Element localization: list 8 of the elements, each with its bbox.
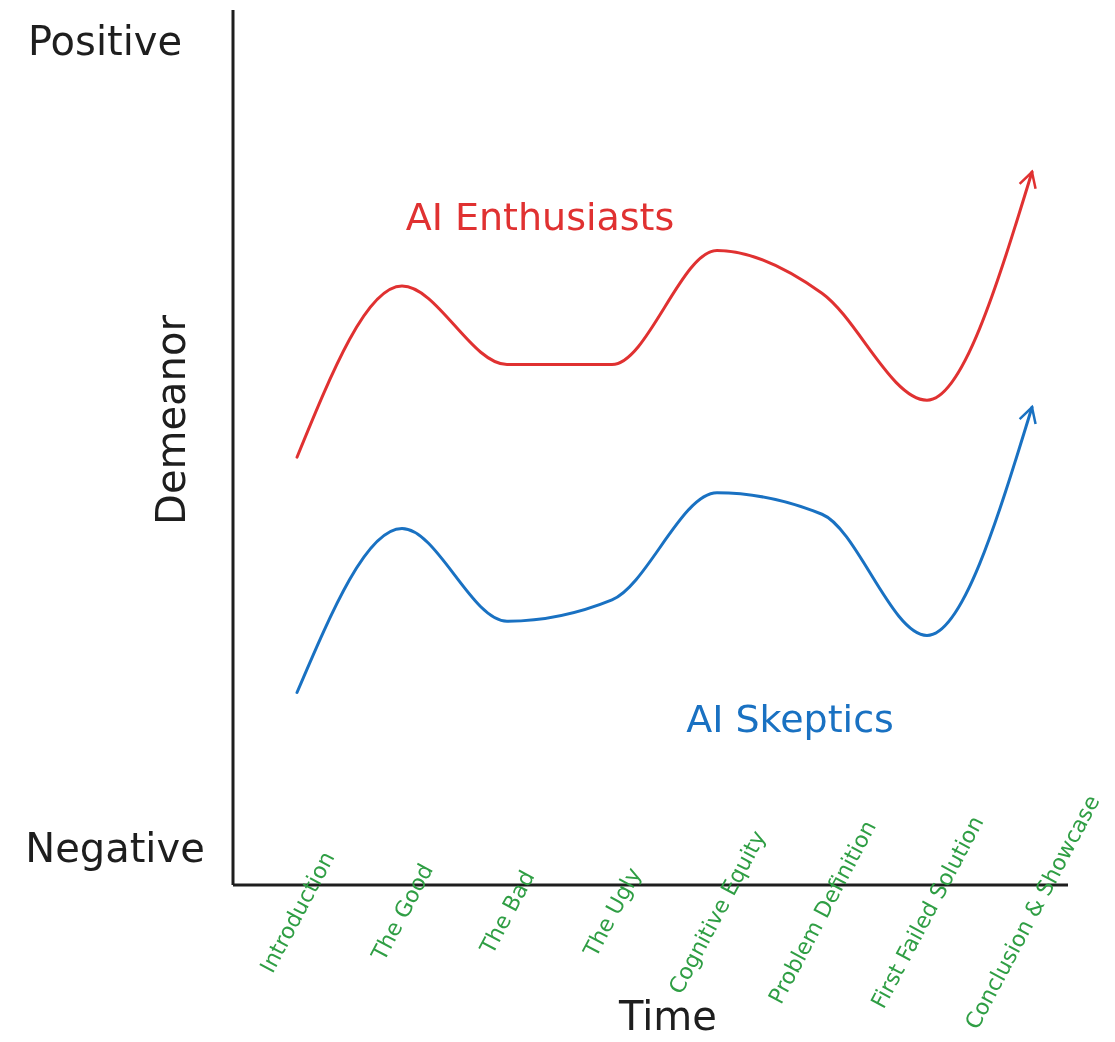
series-label: AI Enthusiasts — [405, 195, 675, 239]
x-tick-label: The Bad — [474, 866, 540, 959]
x-axis-title: Time — [618, 993, 717, 1039]
x-tick-label: The Ugly — [577, 863, 647, 962]
y-axis-title: Demeanor — [148, 314, 194, 525]
text: Positive — [27, 18, 183, 64]
series-label: AI Skeptics — [686, 697, 894, 741]
text: Negative — [25, 825, 205, 871]
